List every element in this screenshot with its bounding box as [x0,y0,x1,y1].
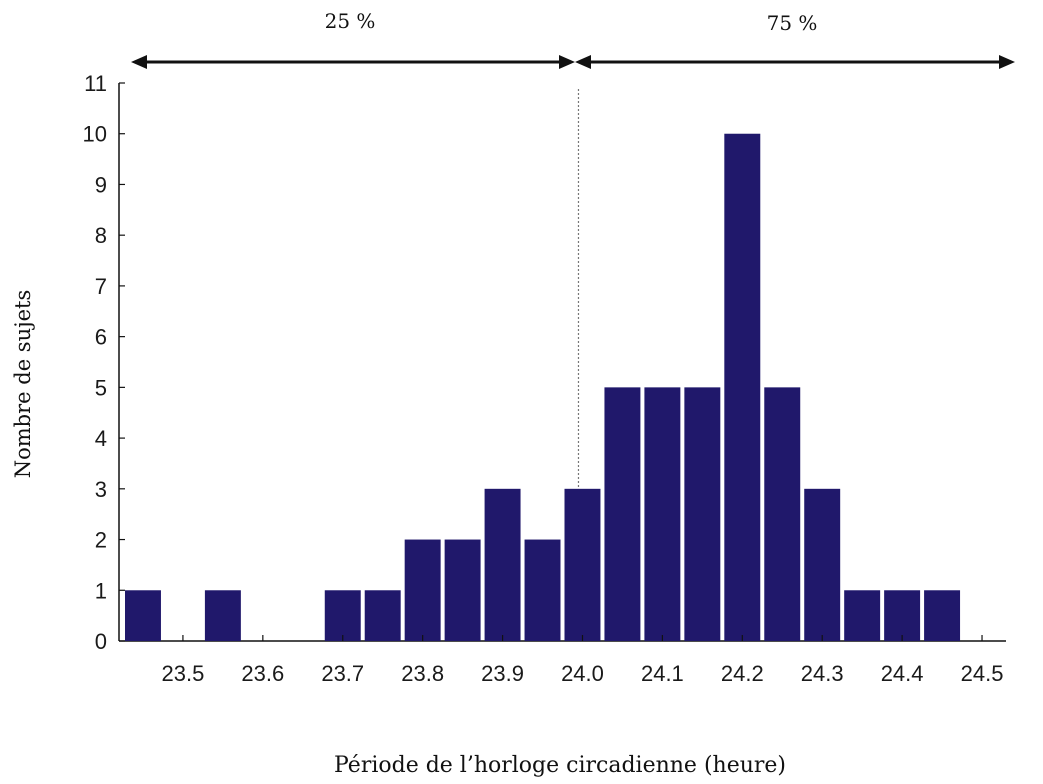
x-tick-label: 23.6 [241,661,284,686]
histogram-bar [445,540,481,641]
left-arrowhead-right [559,55,575,69]
left-arrowhead-left [131,55,147,69]
histogram-bar [564,489,600,641]
y-tick-label: 11 [84,71,107,96]
histogram-bar [924,590,960,641]
bars-group [125,134,960,641]
histogram-bar [365,590,401,641]
x-tick-label: 24.3 [801,661,844,686]
histogram-bar [644,387,680,641]
histogram-bar [684,387,720,641]
x-tick-label: 24.4 [881,661,924,686]
histogram-bar [405,540,441,641]
percentage-bracket: 25 % 75 % [131,9,1015,69]
histogram-bar [804,489,840,641]
x-tick-label: 24.1 [641,661,684,686]
x-tick-label: 23.9 [481,661,524,686]
y-tick-label: 2 [95,528,107,553]
histogram-bar [205,590,241,641]
left-percentage-label: 25 % [325,9,376,33]
x-tick-label: 23.5 [162,661,205,686]
plot-area [119,83,1006,641]
histogram-bar [325,590,361,641]
x-tick-label: 24.5 [961,661,1004,686]
y-tick-label: 1 [95,578,107,603]
histogram-bar [764,387,800,641]
y-tick-label: 8 [95,223,107,248]
y-tick-label: 5 [95,375,107,400]
y-tick-label: 3 [95,477,107,502]
x-axis-title: Période de l’horloge circadienne (heure) [334,753,786,778]
x-tick-label: 23.8 [401,661,444,686]
right-arrowhead-right [999,55,1015,69]
right-percentage-label: 75 % [767,11,818,35]
x-axis-ticks: 23.5 23.6 23.7 23.8 23.9 24.0 24.1 24.2 24.3 24.4… [162,635,1004,686]
x-tick-label: 23.7 [321,661,364,686]
x-tick-label: 24.0 [561,661,604,686]
x-tick-label: 24.2 [721,661,764,686]
y-tick-label: 0 [95,629,107,654]
y-tick-label: 10 [83,122,107,147]
y-tick-label: 4 [95,426,107,451]
histogram-bar [604,387,640,641]
histogram-bar [485,489,521,641]
y-tick-label: 7 [95,274,107,299]
histogram-bar [844,590,880,641]
histogram-bar [125,590,161,641]
histogram-bar [724,134,760,641]
histogram-bar [525,540,561,641]
histogram-bar [884,590,920,641]
y-axis-title: Nombre de sujets [11,290,35,479]
y-tick-label: 9 [95,172,107,197]
y-tick-label: 6 [95,325,107,350]
right-arrowhead-left [575,55,591,69]
